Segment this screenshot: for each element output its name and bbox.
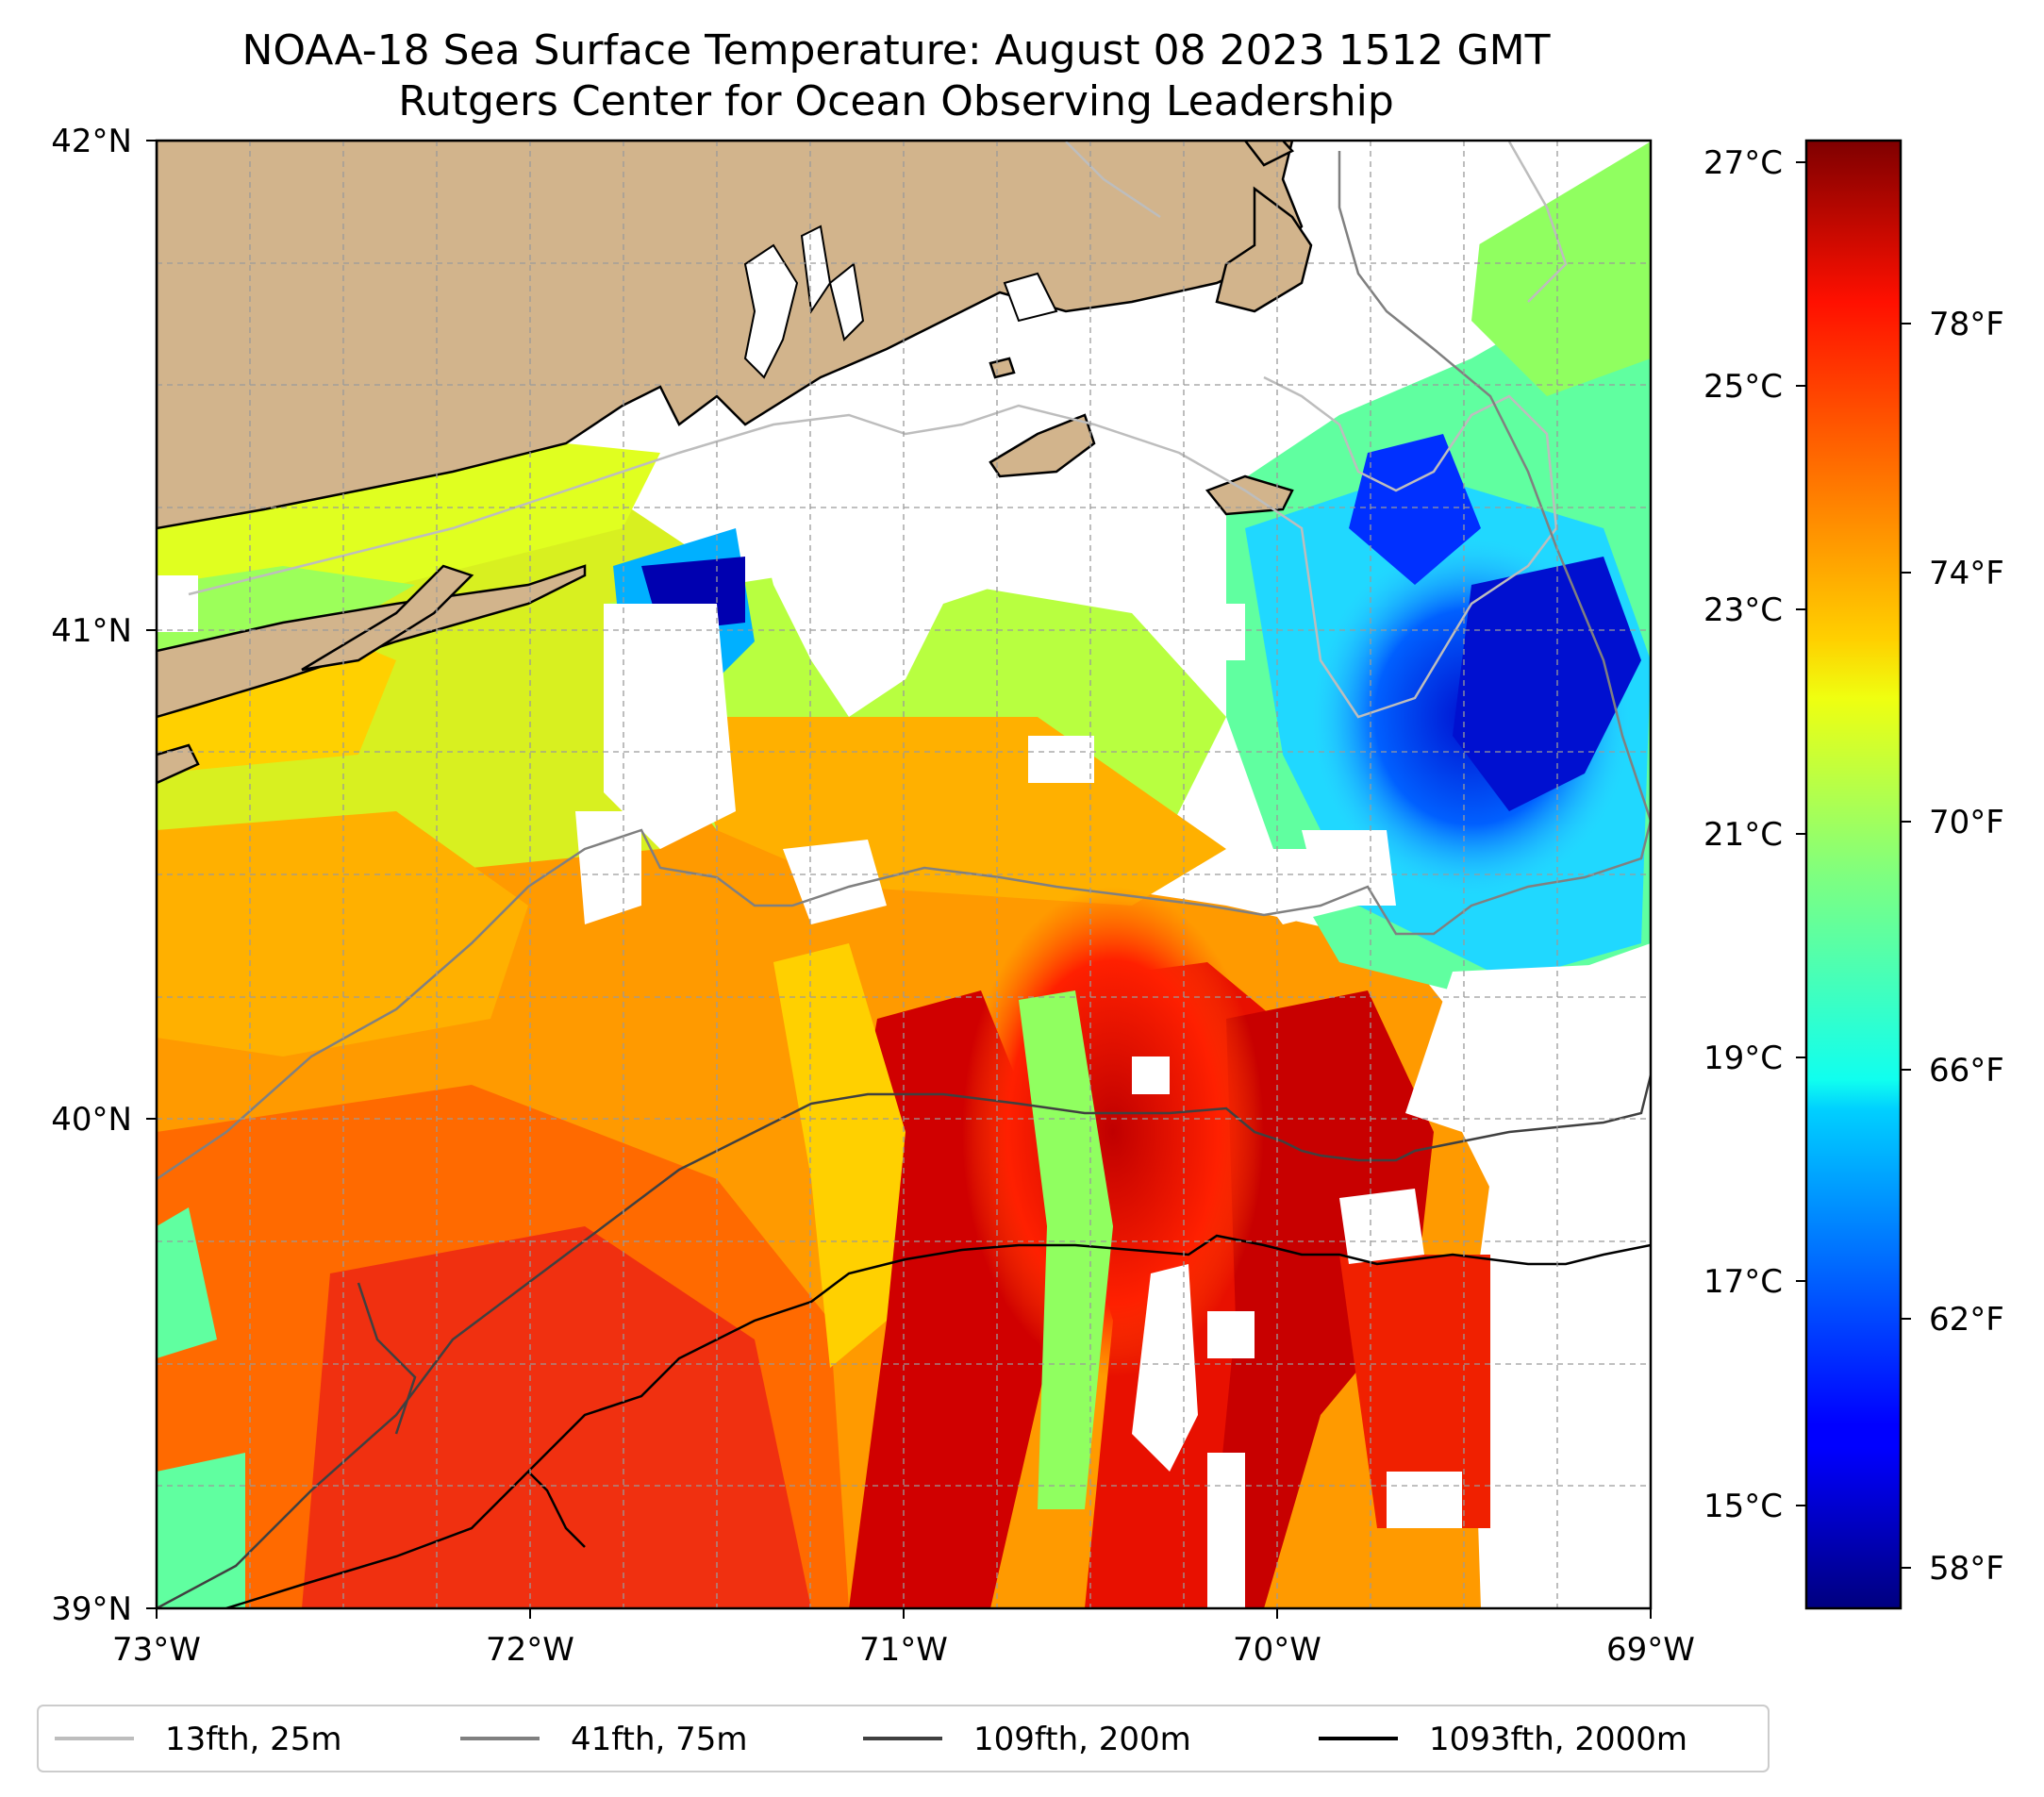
isobath-200m xyxy=(157,1074,1651,1608)
celsius-tick-label: 25°C xyxy=(1703,368,1783,406)
celsius-tick-label: 27°C xyxy=(1703,144,1783,182)
lat-tick-label: 42°N xyxy=(51,123,132,160)
celsius-tick-label: 21°C xyxy=(1703,816,1783,854)
celsius-tick-label: 23°C xyxy=(1703,591,1783,629)
legend-label: 41fth, 75m xyxy=(571,1721,748,1758)
inlets xyxy=(743,225,1058,379)
lat-tick-label: 39°N xyxy=(51,1590,132,1628)
lon-axis xyxy=(156,1608,1652,1619)
lat-tick-label: 41°N xyxy=(51,612,132,650)
isobaths xyxy=(157,141,1651,1608)
celsius-tick-label: 17°C xyxy=(1703,1263,1783,1301)
lon-tick-label: 71°W xyxy=(859,1631,948,1669)
lon-tick-label: 69°W xyxy=(1606,1631,1695,1669)
map-subtitle: Rutgers Center for Ocean Observing Leade… xyxy=(398,77,1394,125)
fahrenheit-tick-label: 66°F xyxy=(1929,1052,2004,1090)
fahrenheit-tick-label: 58°F xyxy=(1929,1550,2004,1588)
legend-label: 109fth, 200m xyxy=(973,1721,1191,1758)
lon-tick-label: 73°W xyxy=(112,1631,201,1669)
isobath-25m xyxy=(188,375,1558,719)
gridlines xyxy=(157,141,1651,1608)
fahrenheit-tick-label: 70°F xyxy=(1929,804,2004,841)
map-title: NOAA-18 Sea Surface Temperature: August … xyxy=(242,26,1551,75)
fahrenheit-tick-label: 78°F xyxy=(1929,306,2004,343)
fahrenheit-tick-label: 62°F xyxy=(1929,1301,2004,1339)
legend-label: 13fth, 25m xyxy=(165,1721,342,1758)
celsius-tick-label: 15°C xyxy=(1703,1488,1783,1525)
celsius-tick-label: 19°C xyxy=(1703,1040,1783,1077)
isobath-2000m xyxy=(225,1234,1651,1608)
legend-label: 1093fth, 2000m xyxy=(1429,1721,1687,1758)
lat-tick-label: 40°N xyxy=(51,1101,132,1139)
colorbar-fahrenheit-ticks xyxy=(1901,323,1911,1569)
lon-tick-label: 70°W xyxy=(1233,1631,1321,1669)
lat-axis xyxy=(146,140,157,1609)
isobath-75m xyxy=(157,151,1651,1181)
colorbar-celsius-ticks xyxy=(1796,161,1806,1506)
colorbar xyxy=(1804,139,1903,1610)
sst-map xyxy=(157,141,1651,1608)
land xyxy=(157,141,1313,785)
lon-tick-label: 72°W xyxy=(486,1631,574,1669)
fahrenheit-tick-label: 74°F xyxy=(1929,555,2004,592)
isobath-legend: 13fth, 25m 41fth, 75m 109fth, 200m 1093f… xyxy=(37,1705,1770,1772)
